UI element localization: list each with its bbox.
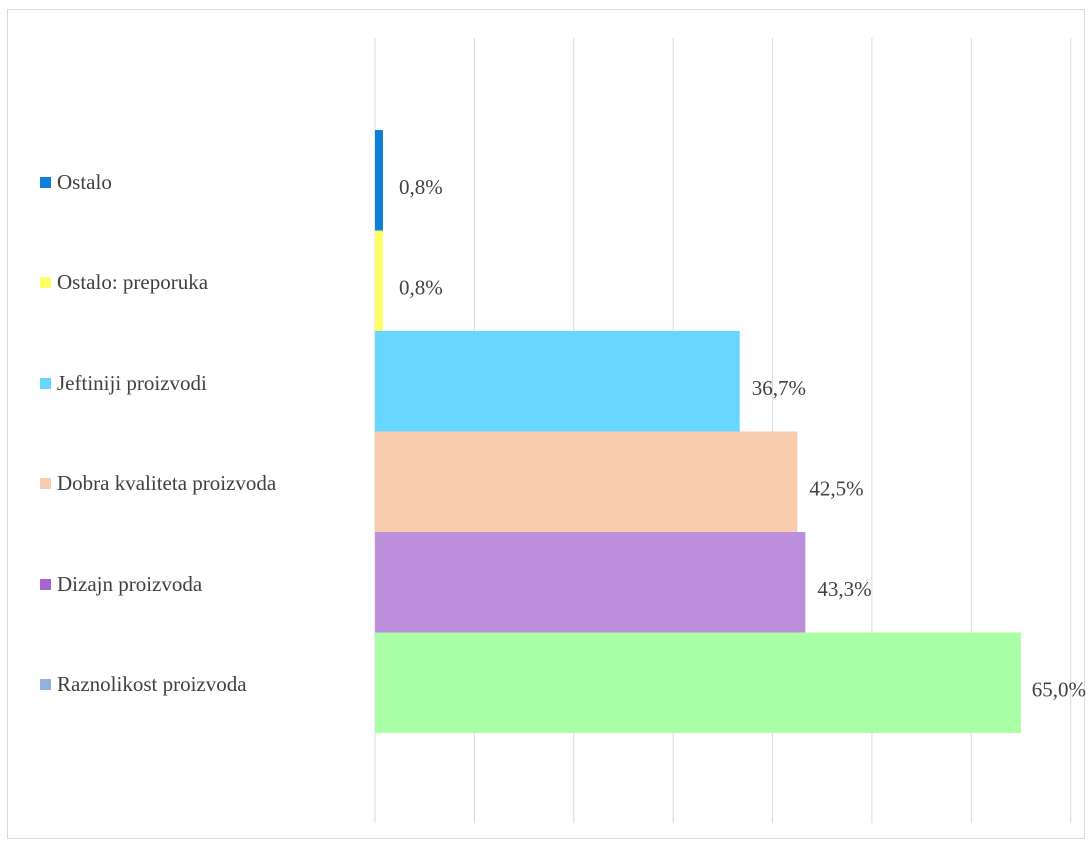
legend-swatch-1 [40, 176, 51, 188]
legend-item-5: Dizajn proizvoda [40, 569, 202, 599]
data-label-1: 0,8% [399, 175, 443, 199]
legend-label-2: Ostalo: preporuka [57, 270, 209, 294]
bar-5 [375, 532, 806, 633]
legend-item-3: Jeftiniji proizvodi [40, 368, 207, 398]
legend-label-3: Jeftiniji proizvodi [57, 370, 207, 395]
data-label-4: 42,5% [809, 477, 863, 501]
data-label-6: 65,0% [1032, 678, 1086, 702]
legend-swatch-4 [40, 478, 51, 489]
bar-4 [375, 431, 798, 532]
legend-item-1: Ostalo [40, 167, 112, 197]
legend-label-1: Ostalo [57, 169, 112, 194]
bars [375, 130, 1021, 733]
legend-label-6: Raznolikost proizvoda [57, 672, 247, 696]
data-labels: 0,8% 0,8% 36,7% 42,5% 43,3% 65,0% [399, 175, 1086, 702]
chart-legend: Ostalo Ostalo: preporuka Jeftiniji proizvo… [0, 0, 370, 845]
bar-1 [375, 130, 383, 231]
legend-swatch-6 [40, 679, 51, 690]
legend-swatch-2 [40, 277, 51, 288]
legend-swatch-3 [40, 377, 51, 389]
legend-item-6: Raznolikost proizvoda [40, 670, 247, 700]
data-label-5: 43,3% [817, 577, 871, 601]
bar-6 [375, 632, 1021, 733]
legend-swatch-5 [40, 578, 51, 590]
data-label-3: 36,7% [752, 376, 806, 400]
data-label-2: 0,8% [399, 276, 443, 300]
bar-3 [375, 331, 740, 432]
legend-label-5: Dizajn proizvoda [57, 571, 203, 596]
bar-2 [375, 230, 383, 331]
legend-item-4: Dobra kvaliteta proizvoda [40, 469, 276, 499]
legend-item-2: Ostalo: preporuka [40, 268, 208, 298]
legend-label-4: Dobra kvaliteta proizvoda [57, 471, 277, 495]
